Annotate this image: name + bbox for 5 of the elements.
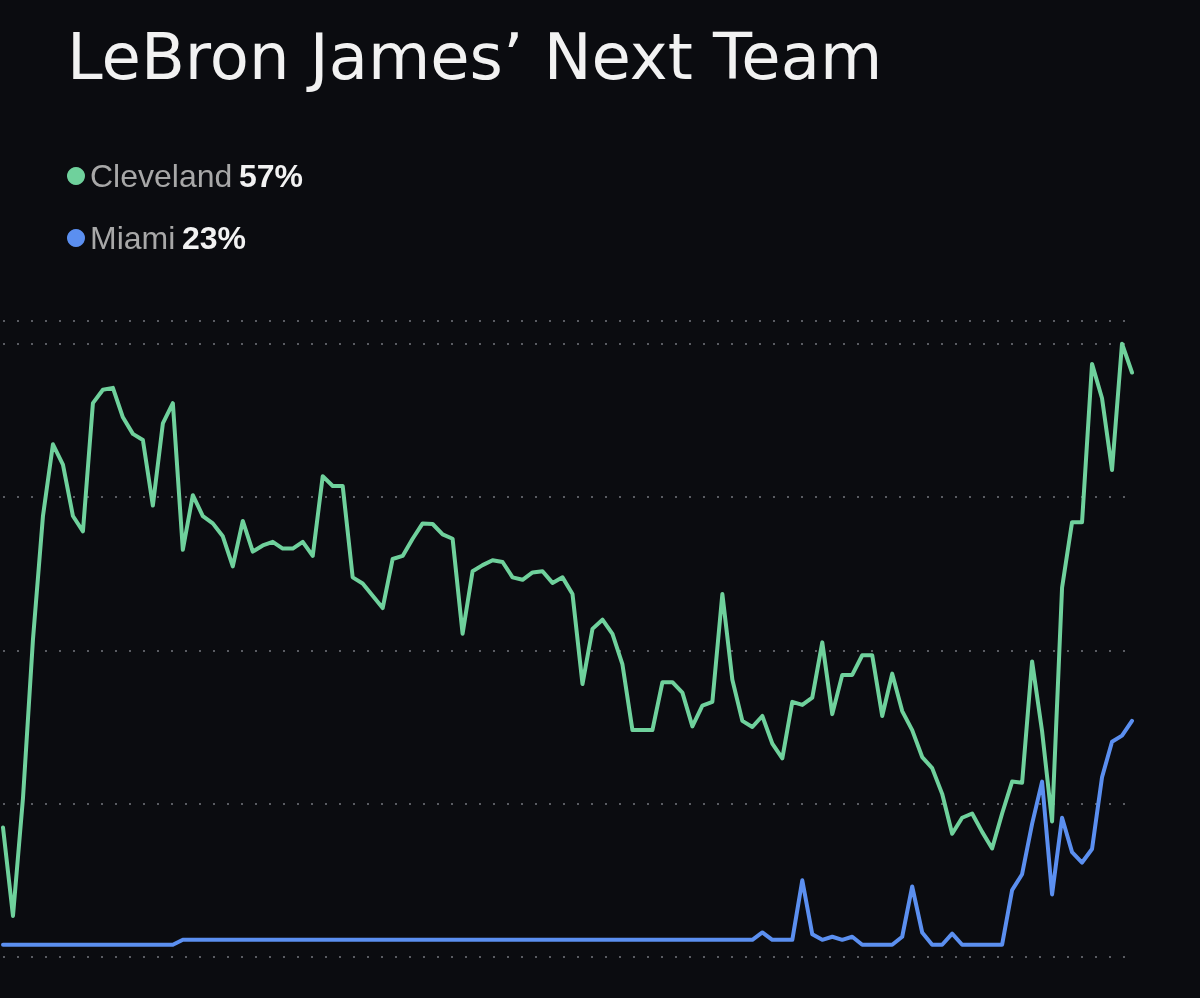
text: 23% (182, 220, 247, 256)
legend-label: Miami (90, 220, 176, 256)
text: 57% (238, 158, 304, 194)
chart-title: LeBron James’ Next Team (67, 20, 883, 94)
legend-label: Cleveland (90, 158, 233, 194)
